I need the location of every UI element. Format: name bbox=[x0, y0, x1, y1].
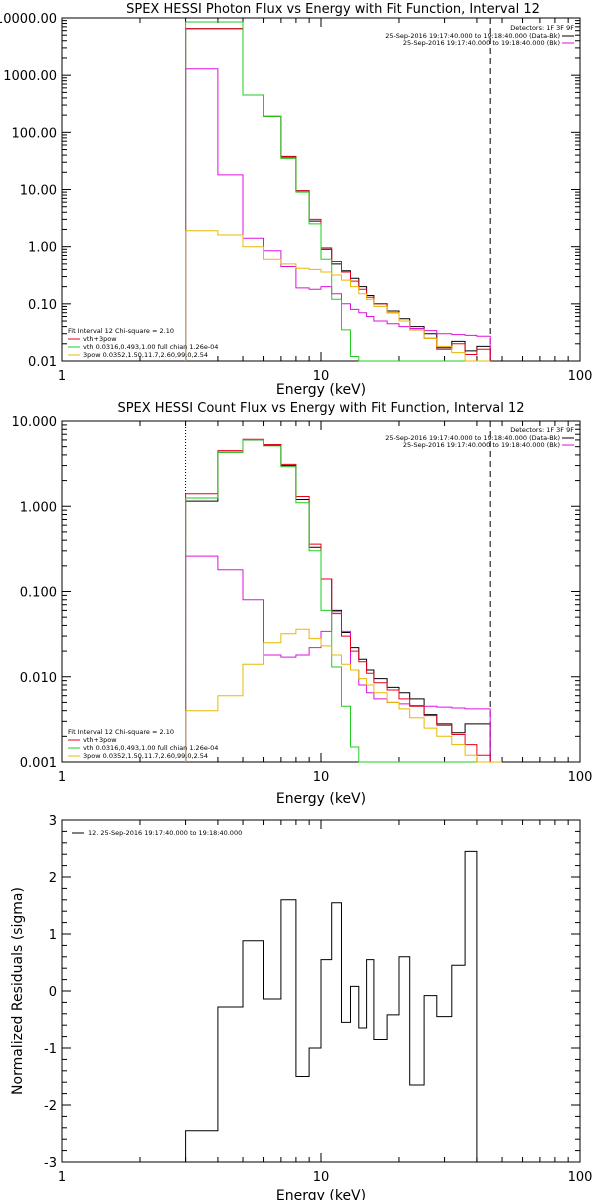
series-line bbox=[185, 628, 502, 763]
y-tick-label: -1 bbox=[44, 1042, 57, 1057]
count-flux-legend-title: Fit Interval 12 Chi-square = 2.10 bbox=[68, 728, 174, 736]
y-tick-label: -3 bbox=[44, 1156, 57, 1171]
y-tick-label: 1000.00 bbox=[3, 69, 57, 84]
count-flux-panel: SPEX HESSI Count Flux vs Energy with Fit… bbox=[12, 401, 593, 807]
x-tick-label: 1 bbox=[58, 369, 66, 384]
photon-flux-title: SPEX HESSI Photon Flux vs Energy with Fi… bbox=[126, 2, 540, 17]
series-line bbox=[185, 439, 491, 762]
photon-flux-legend-yellow: 3pow 0.0352,1.50,11.7,2.60,99.0,2.54 bbox=[83, 351, 208, 359]
photon-flux-legend-red: vth+3pow bbox=[83, 335, 117, 343]
y-tick-label: 0 bbox=[49, 985, 57, 1000]
x-tick-label: 1 bbox=[58, 1170, 66, 1185]
count-flux-title: SPEX HESSI Count Flux vs Energy with Fit… bbox=[117, 401, 524, 416]
series-line bbox=[185, 28, 491, 361]
photon-flux-header-line-3: 25-Sep-2016 19:17:40.000 to 19:18:40.000… bbox=[403, 39, 560, 47]
photon-flux-plot-frame bbox=[61, 17, 581, 362]
count-flux-header-line-3: 25-Sep-2016 19:17:40.000 to 19:18:40.000… bbox=[403, 441, 560, 449]
series-line bbox=[185, 21, 491, 362]
series-line bbox=[185, 439, 491, 763]
y-tick-label: 10.000 bbox=[12, 415, 58, 430]
y-tick-label: 0.01 bbox=[28, 355, 57, 370]
residuals-ylabel: Normalized Residuals (sigma) bbox=[10, 887, 26, 1095]
count-flux-legend-green: vth 0.0316,0.493,1.00 full chian 1.26e-0… bbox=[83, 744, 218, 752]
count-flux-xlabel: Energy (keV) bbox=[276, 791, 366, 807]
count-flux-legend-red: vth+3pow bbox=[83, 736, 117, 744]
x-tick-label: 100 bbox=[568, 1170, 593, 1185]
photon-flux-panel: SPEX HESSI Photon Flux vs Energy with Fi… bbox=[0, 2, 592, 398]
y-tick-label: -2 bbox=[44, 1099, 57, 1114]
photon-flux-header-line-2: 25-Sep-2016 19:17:40.000 to 19:18:40.000… bbox=[385, 32, 560, 40]
photon-flux-legend-green: vth 0.0316,0.493,1.00 full chian 1.26e-0… bbox=[83, 343, 218, 351]
y-tick-label: 0.010 bbox=[20, 671, 57, 686]
series-line bbox=[185, 230, 491, 362]
residuals-xlabel: Energy (keV) bbox=[276, 1188, 366, 1200]
x-tick-label: 100 bbox=[568, 369, 593, 384]
y-tick-label: 1.00 bbox=[28, 241, 57, 256]
count-flux-header-line-2: 25-Sep-2016 19:17:40.000 to 19:18:40.000… bbox=[385, 434, 560, 442]
series-line bbox=[185, 28, 491, 361]
y-tick-label: 0.10 bbox=[28, 298, 57, 313]
x-tick-label: 100 bbox=[568, 770, 593, 785]
residuals-legend-label: 12. 25-Sep-2016 19:17:40.000 to 19:18:40… bbox=[88, 829, 242, 837]
x-tick-label: 10 bbox=[313, 369, 330, 384]
y-tick-label: 2 bbox=[49, 871, 57, 886]
photon-flux-xlabel: Energy (keV) bbox=[276, 382, 366, 398]
residuals-panel: 1 10 100 -3 -2 -1 0 1 2 3 12. 25-Sep-2016 19:17:4… bbox=[10, 814, 592, 1200]
x-tick-label: 10 bbox=[313, 1170, 330, 1185]
y-tick-label: 0.100 bbox=[20, 586, 57, 601]
y-tick-label: 100.00 bbox=[12, 126, 58, 141]
count-flux-legend-yellow: 3pow 0.0352,1.50,11.7,2.60,99.0,2.54 bbox=[83, 752, 208, 760]
series-line bbox=[185, 438, 491, 762]
series-line bbox=[185, 68, 491, 361]
photon-flux-header-line-1: Detectors: 1F 3F 9F bbox=[510, 24, 574, 32]
x-tick-label: 10 bbox=[313, 770, 330, 785]
count-flux-header-line-1: Detectors: 1F 3F 9F bbox=[510, 426, 574, 434]
series-line bbox=[185, 850, 478, 1162]
y-tick-label: 1.000 bbox=[20, 500, 57, 515]
y-tick-label: 0.001 bbox=[20, 756, 57, 771]
series-line bbox=[185, 555, 491, 762]
y-tick-label: 3 bbox=[49, 814, 57, 829]
photon-flux-legend-title: Fit Interval 12 Chi-square = 2.10 bbox=[68, 327, 174, 335]
y-tick-label: 10000.00 bbox=[0, 12, 57, 27]
x-tick-label: 1 bbox=[58, 770, 66, 785]
y-tick-label: 10.00 bbox=[20, 184, 57, 199]
y-tick-label: 1 bbox=[49, 928, 57, 943]
